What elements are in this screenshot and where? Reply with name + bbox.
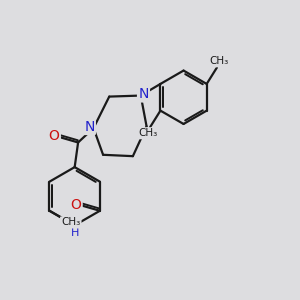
Text: N: N xyxy=(84,120,94,134)
Text: O: O xyxy=(49,129,60,143)
Text: CH₃: CH₃ xyxy=(61,218,80,227)
Text: N: N xyxy=(70,216,80,230)
Text: CH₃: CH₃ xyxy=(139,128,158,138)
Text: O: O xyxy=(70,198,81,212)
Text: N: N xyxy=(138,87,149,101)
Text: H: H xyxy=(70,228,79,238)
Text: CH₃: CH₃ xyxy=(209,56,228,66)
